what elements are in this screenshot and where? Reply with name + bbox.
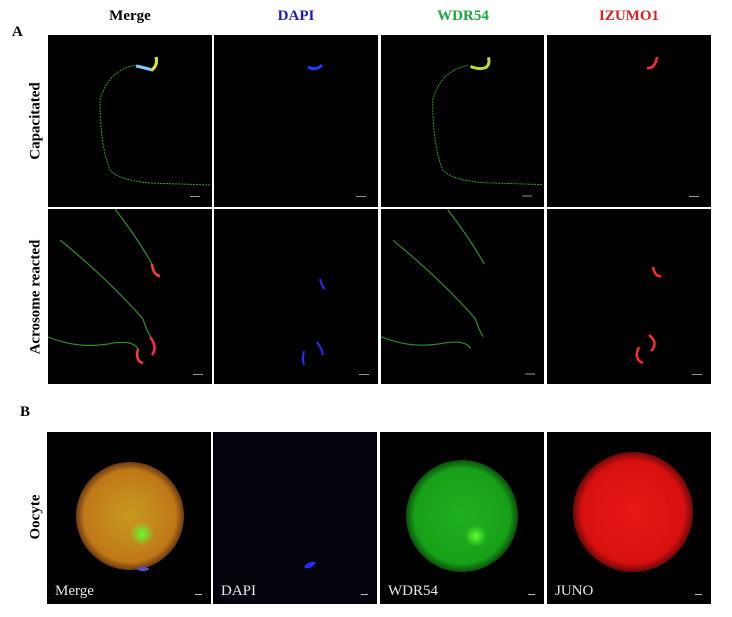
image-capacitated-wdr54 [381,35,544,207]
image-capacitated-izumo1 [547,35,711,207]
column-header-wdr54: WDR54 [437,8,489,24]
image-acrosome-wdr54 [381,209,544,384]
column-header-merge: Merge [109,8,151,24]
panel-a-label: A [12,24,23,40]
image-oocyte-dapi: DAPI [213,432,377,604]
image-label-dapi: DAPI [221,583,257,599]
image-label-wdr54: WDR54 [388,583,438,599]
image-oocyte-juno: JUNO [547,432,711,604]
image-acrosome-dapi [214,209,378,384]
image-acrosome-merge [48,209,212,384]
row-label-oocyte: Oocyte [27,494,44,540]
image-oocyte-merge: Merge [47,432,211,604]
image-capacitated-dapi [214,35,378,207]
row-label-acrosome-reacted: Acrosome reacted [27,239,44,355]
column-header-izumo1: IZUMO1 [599,8,659,24]
image-oocyte-wdr54: WDR54 [380,432,544,604]
image-label-merge: Merge [55,583,94,599]
image-label-juno: JUNO [555,583,594,599]
image-capacitated-merge [48,35,212,207]
row-label-capacitated: Capacitated [27,82,44,160]
image-acrosome-izumo1 [547,209,711,384]
column-header-dapi: DAPI [277,8,315,24]
panel-b-label: B [20,404,31,420]
